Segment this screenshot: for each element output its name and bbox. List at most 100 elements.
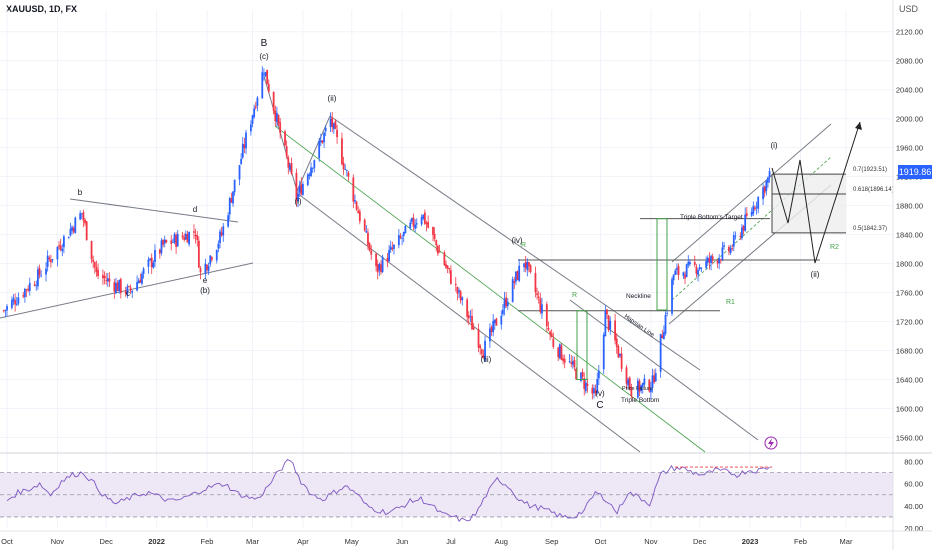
candle-body: [194, 234, 197, 237]
candle-body: [500, 315, 503, 325]
candle-body: [276, 112, 278, 122]
candle-body: [446, 265, 449, 269]
candle-body: [35, 285, 38, 287]
candle-body: [593, 388, 595, 394]
candle-body: [59, 245, 62, 250]
time-tick-label: Oct: [595, 537, 608, 546]
candle-body: [763, 186, 766, 193]
candle-body: [723, 245, 725, 247]
price-tick-label: 1760.00: [896, 289, 923, 298]
candle-body: [302, 183, 304, 195]
candle-body: [342, 162, 345, 170]
candle-body: [196, 235, 199, 240]
candle-body: [347, 172, 350, 177]
candle-body: [25, 289, 28, 291]
candle-body: [160, 240, 163, 254]
wave-label-c: c: [126, 289, 130, 298]
candle-body: [719, 259, 722, 261]
candle-body: [693, 262, 696, 265]
candle-body: [433, 233, 436, 240]
candle-body: [685, 264, 688, 278]
candle-body: [162, 240, 164, 245]
candle-body: [124, 291, 127, 294]
candle-body: [571, 361, 574, 365]
price-tick-label: 2000.00: [896, 115, 923, 124]
candle-body: [58, 245, 60, 247]
candle-body: [558, 344, 561, 359]
candle-body: [479, 345, 482, 349]
candle-body: [381, 256, 384, 272]
candle-body: [388, 249, 391, 262]
candle-body: [609, 320, 612, 330]
resistance-label-1: R: [521, 242, 526, 249]
candle-body: [570, 362, 573, 364]
candle-body: [586, 383, 589, 386]
candle-body: [352, 177, 355, 202]
candle-body: [580, 372, 582, 381]
candle-body: [2, 310, 5, 312]
candle-body: [249, 124, 252, 132]
time-tick-label: Mar: [246, 537, 259, 546]
candle-body: [706, 257, 709, 263]
candle-body: [762, 187, 764, 200]
time-tick-label: Nov: [644, 537, 658, 546]
price-tick-label: 1720.00: [896, 318, 923, 327]
candle-body: [412, 217, 415, 227]
candle-body: [456, 287, 459, 294]
candle-body: [511, 279, 514, 302]
candle-body: [365, 231, 368, 233]
candle-body: [313, 160, 316, 168]
candle-body: [204, 263, 207, 274]
rsi-panel: 20.00 40.00 60.00 80.00: [0, 458, 923, 533]
candle-body: [597, 370, 600, 379]
fib-level-label: 0.5(1842.37): [853, 226, 887, 232]
candle-body: [436, 245, 439, 254]
candle-body: [72, 227, 75, 232]
candle-body: [482, 354, 485, 359]
candle-body: [378, 263, 381, 271]
candle-body: [321, 140, 324, 143]
wave-label-C: C: [596, 400, 603, 411]
candle-body: [136, 282, 138, 291]
candle-body: [643, 378, 646, 385]
candle-body: [323, 132, 325, 143]
candle-body: [651, 375, 654, 388]
candle-body: [443, 252, 446, 265]
candle-body: [515, 271, 517, 282]
candle-body: [596, 378, 599, 393]
candle-body: [493, 319, 496, 324]
triple-bottom-target-box: [656, 218, 668, 311]
candle-body: [648, 379, 651, 392]
candle-body: [71, 227, 73, 231]
candle-body: [69, 228, 72, 236]
candle-body: [171, 241, 174, 243]
candle-body: [266, 69, 269, 85]
candle-body: [469, 315, 472, 317]
time-tick-label: Apr: [297, 537, 309, 546]
price-tick-label: 2040.00: [896, 86, 923, 95]
neckline-label: Neckline: [626, 293, 651, 300]
candle-body: [220, 232, 223, 236]
candle-body: [118, 279, 121, 291]
candle-body: [274, 110, 277, 122]
price-failure-label: Price Failure: [622, 386, 653, 392]
candle-body: [397, 235, 400, 246]
candle-body: [370, 250, 373, 255]
candle-body: [617, 346, 620, 358]
candle-body: [729, 247, 732, 254]
candle-body: [389, 246, 392, 250]
candle-body: [199, 268, 202, 273]
candle-body: [15, 303, 18, 305]
candle-body: [367, 232, 369, 246]
candle-body: [523, 263, 525, 268]
candle-body: [290, 163, 293, 174]
candle-body: [95, 267, 98, 272]
candle-body: [150, 257, 153, 268]
candle-body: [27, 288, 30, 291]
last-price-badge: 1919.86: [898, 165, 932, 179]
candle-body: [399, 236, 402, 238]
candle-body: [471, 315, 473, 330]
time-tick-label: Mar: [840, 537, 853, 546]
candle-body: [674, 270, 677, 275]
